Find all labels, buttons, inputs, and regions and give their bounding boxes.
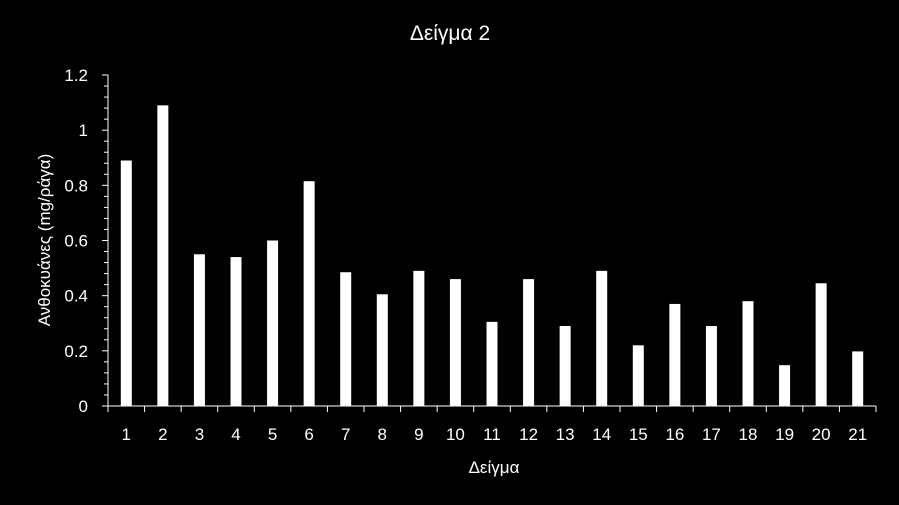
chart-title: Δείγμα 2 [410, 22, 490, 45]
x-tick-label: 9 [414, 425, 423, 444]
bar [779, 365, 791, 406]
bar [157, 105, 169, 406]
bar [742, 301, 754, 406]
bar [596, 270, 608, 406]
x-tick-label: 14 [592, 425, 611, 444]
x-tick-label: 16 [665, 425, 684, 444]
x-tick-label: 17 [702, 425, 721, 444]
x-tick-label: 18 [739, 425, 758, 444]
x-tick-label: 12 [519, 425, 538, 444]
bar [413, 270, 425, 406]
x-tick-label: 4 [231, 425, 240, 444]
bar [267, 240, 279, 406]
x-tick-label: 3 [195, 425, 204, 444]
y-tick-label: 0.2 [64, 342, 88, 361]
bar [340, 272, 352, 406]
plot-area: 00.20.40.60.811.21 2 3 4 5 6 7 8 9 10 11 12 13 14 15 16… [64, 66, 877, 444]
bar [120, 160, 132, 406]
bar [523, 279, 535, 406]
x-tick-label: 15 [629, 425, 648, 444]
bar [303, 181, 315, 406]
y-tick-label: 0.6 [64, 232, 88, 251]
bar [852, 351, 864, 406]
x-tick-label: 21 [848, 425, 867, 444]
bar [193, 254, 205, 406]
y-axis-label: Ανθοκυάνες (mg/ράγα) [35, 154, 54, 327]
bar [230, 257, 242, 406]
x-tick-label: 5 [268, 425, 277, 444]
bar [559, 326, 571, 406]
y-tick-label: 0.4 [64, 287, 88, 306]
x-tick-label: 10 [446, 425, 465, 444]
y-tick-label: 1 [79, 121, 88, 140]
x-tick-label: 6 [304, 425, 313, 444]
x-tick-label: 8 [378, 425, 387, 444]
bar [669, 303, 681, 406]
x-tick-label: 20 [812, 425, 831, 444]
bar [705, 326, 717, 406]
bar [376, 294, 388, 406]
x-tick-label: 19 [775, 425, 794, 444]
bar [632, 345, 644, 406]
x-tick-label: 7 [341, 425, 350, 444]
bar [486, 321, 498, 406]
bar [815, 283, 827, 406]
x-tick-label: 2 [158, 425, 167, 444]
x-tick-label: 13 [556, 425, 575, 444]
x-tick-label: 1 [122, 425, 131, 444]
y-tick-label: 0.8 [64, 176, 88, 195]
bar [449, 279, 461, 406]
y-tick-label: 1.2 [64, 66, 88, 85]
x-tick-label: 11 [483, 425, 501, 444]
y-tick-label: 0 [79, 397, 88, 416]
x-axis-label: Δείγμα [469, 458, 520, 477]
